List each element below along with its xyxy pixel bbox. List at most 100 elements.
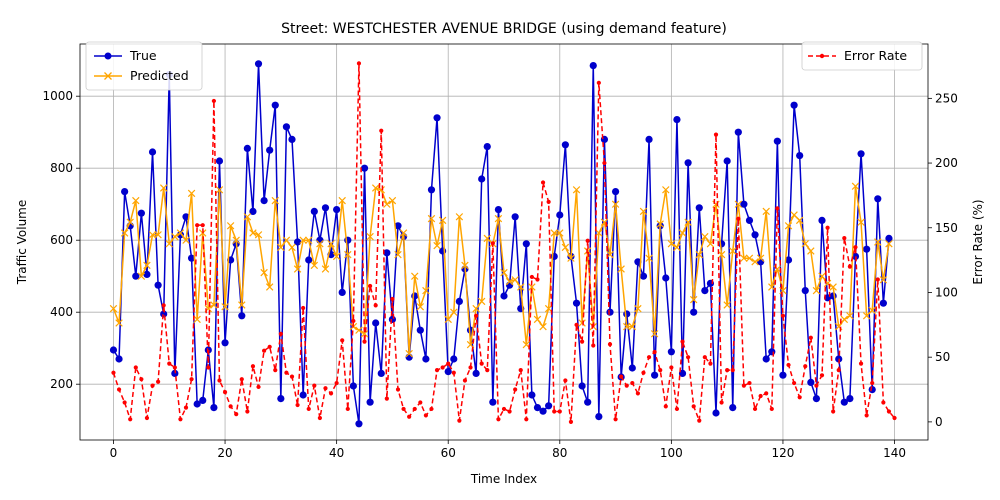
error-rate-point-110: [725, 368, 730, 373]
error-rate-point-36: [312, 383, 317, 388]
predicted-point-106: [701, 232, 709, 241]
error-rate-point-96: [646, 355, 652, 360]
predicted-point-80: [556, 229, 564, 237]
predicted-point-136: [868, 306, 876, 315]
predicted-point-5: [137, 272, 146, 280]
error-rate-point-136: [870, 380, 875, 386]
true-point-86: [589, 62, 597, 70]
error-rate-point-20: [222, 390, 228, 395]
true-point-47: [372, 319, 380, 327]
predicted-point-28: [265, 283, 274, 291]
error-rate-point-81: [563, 378, 568, 383]
error-rate-point-46: [368, 283, 373, 289]
true-point-33: [293, 238, 302, 246]
error-rate-point-85: [585, 238, 590, 243]
y-tick-label-0: 200: [50, 377, 73, 391]
true-point-99: [662, 274, 670, 282]
predicted-point-104: [689, 295, 698, 304]
error-rate-point-103: [686, 355, 691, 360]
true-point-94: [634, 258, 642, 266]
predicted-point-82: [567, 254, 575, 262]
true-point-77: [539, 407, 547, 415]
legend-predicted-marker: [104, 72, 112, 80]
error-rate-point-23: [239, 377, 244, 382]
error-rate-point-59: [440, 365, 445, 370]
error-rate-point-130: [836, 368, 841, 373]
true-point-57: [427, 186, 436, 194]
predicted-point-1: [115, 319, 123, 327]
error-rate-point-6: [144, 415, 150, 421]
x-tick-label-0: 0: [110, 446, 118, 460]
true-point-51: [394, 222, 402, 230]
error-rate-point-48: [379, 128, 384, 133]
legend-error-marker: [819, 53, 825, 59]
y-axis-label: Traffic Volume: [15, 200, 29, 286]
predicted-point-109: [717, 250, 726, 259]
predicted-point-32: [288, 243, 296, 252]
predicted-point-105: [695, 250, 703, 259]
error-rate-point-106: [702, 355, 707, 360]
error-rate-point-73: [518, 368, 523, 373]
predicted-point-36: [310, 261, 319, 270]
error-rate-point-120: [780, 313, 786, 318]
true-point-127: [818, 216, 826, 224]
error-rate-point-89: [607, 342, 613, 347]
error-rate-point-83: [574, 322, 579, 327]
error-rate-point-39: [328, 391, 334, 396]
error-rate-point-12: [178, 417, 183, 422]
error-rate-point-49: [384, 396, 389, 401]
error-rate-point-11: [172, 365, 177, 370]
true-point-60: [444, 368, 452, 376]
true-point-114: [745, 216, 754, 224]
y2-tick-label-0: 0: [935, 415, 943, 429]
predicted-point-20: [221, 303, 229, 311]
error-rate-point-87: [596, 80, 601, 85]
predicted-point-100: [667, 240, 676, 248]
predicted-point-19: [215, 186, 224, 194]
predicted-point-29: [271, 196, 279, 205]
true-point-11: [171, 369, 179, 377]
true-point-65: [472, 369, 480, 377]
error-rate-point-113: [741, 383, 746, 388]
true-point-26: [254, 60, 263, 68]
predicted-point-63: [461, 261, 469, 270]
error-rate-point-119: [775, 206, 780, 211]
predicted-point-118: [768, 283, 776, 291]
predicted-point-59: [438, 216, 447, 225]
true-point-104: [690, 308, 698, 316]
x-tick-label-5: 100: [660, 446, 683, 460]
true-point-42: [344, 236, 352, 244]
predicted-point-66: [477, 297, 486, 306]
error-rate-point-54: [412, 406, 417, 412]
error-rate-point-111: [730, 368, 735, 373]
true-point-135: [863, 245, 871, 253]
predicted-point-132: [846, 312, 854, 320]
error-rate-point-37: [317, 415, 322, 421]
predicted-point-38: [321, 265, 330, 273]
error-rate-point-3: [128, 417, 133, 422]
true-point-132: [846, 395, 854, 403]
legend-true-marker: [104, 52, 112, 60]
error-rate-point-127: [819, 373, 825, 378]
true-point-85: [584, 398, 592, 406]
error-rate-point-129: [831, 409, 836, 414]
predicted-point-129: [829, 283, 837, 291]
legend-right-box: [801, 41, 923, 71]
error-rate-point-98: [658, 368, 663, 373]
error-rate-point-68: [490, 241, 495, 246]
true-point-126: [812, 395, 821, 403]
error-rate-point-109: [719, 400, 724, 405]
true-point-97: [651, 371, 659, 379]
true-point-105: [695, 204, 703, 212]
y-tick-label-2: 600: [50, 233, 73, 247]
true-point-93: [628, 364, 636, 372]
predicted-point-121: [784, 222, 793, 230]
predicted-point-21: [226, 222, 235, 230]
error-rate-point-19: [217, 378, 222, 383]
error-rate-point-74: [524, 417, 529, 422]
predicted-point-103: [684, 218, 692, 226]
true-point-106: [701, 287, 709, 295]
predicted-point-55: [416, 303, 425, 311]
predicted-point-134: [857, 218, 865, 226]
predicted-point-65: [472, 304, 480, 313]
